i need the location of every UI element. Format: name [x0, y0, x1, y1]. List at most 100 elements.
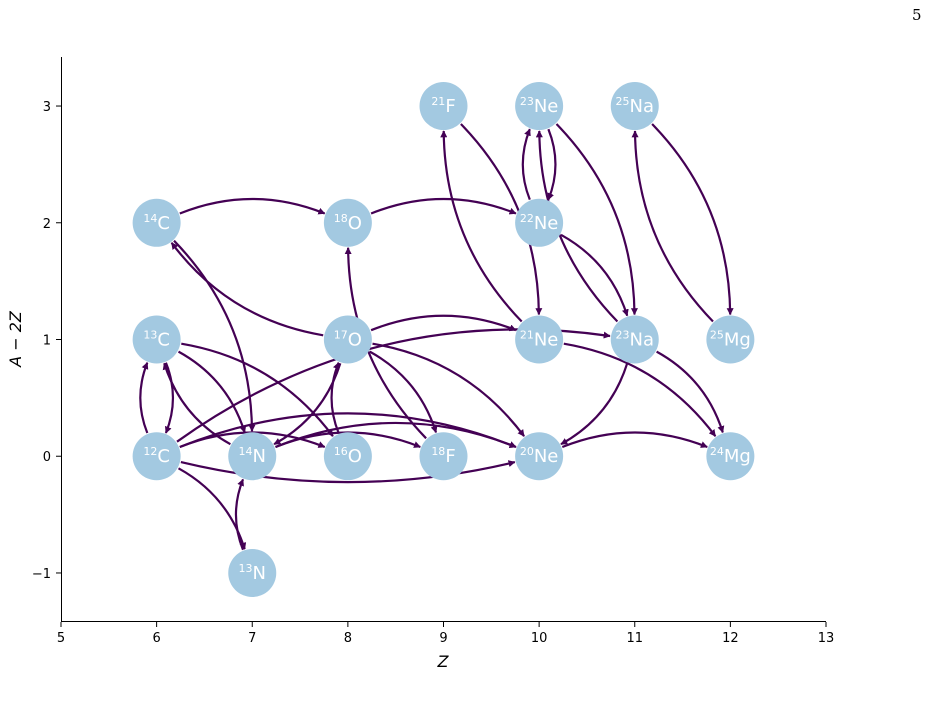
reaction-arrow-mg25-to-na25 [631, 130, 714, 323]
mass-number: 23 [520, 95, 534, 108]
y-tick-label: 1 [43, 334, 51, 349]
nuclide-label: 22Ne [520, 212, 559, 234]
element-symbol: Mg [724, 446, 751, 467]
mass-number: 18 [334, 212, 348, 225]
mass-number: 12 [143, 445, 157, 458]
reaction-arrow-n13-to-n14 [234, 478, 245, 551]
mass-number: 25 [710, 329, 724, 342]
nuclide-label: 12C [143, 445, 170, 467]
nuclide-node-ne21: 21Ne [515, 315, 564, 364]
nuclide-node-n14: 14N [228, 432, 277, 481]
mass-number: 13 [239, 562, 253, 575]
reaction-arrow-ne21-to-f21 [440, 130, 523, 323]
reaction-arrow-ne21-to-mg24 [563, 342, 717, 437]
nuclide-circle [132, 198, 181, 247]
element-symbol: F [445, 446, 455, 467]
nuclide-label: 18O [334, 212, 362, 234]
reaction-arrow-o17-to-n14 [273, 362, 342, 446]
x-tick-label: 11 [626, 631, 643, 646]
reaction-arrow-na23-to-mg24 [656, 350, 725, 434]
reaction-arrow-n14-to-ne20 [275, 421, 517, 449]
mass-number: 17 [334, 329, 348, 342]
nuclide-circle [419, 432, 468, 481]
nuclide-node-c13: 13C [132, 315, 181, 364]
reaction-arrow-c14-to-o18 [179, 197, 326, 215]
x-tick-label: 5 [57, 631, 65, 646]
nuclide-label: 20Ne [520, 445, 559, 467]
nuclide-circle [610, 315, 659, 364]
nuclide-label: 14C [143, 212, 170, 234]
nuclide-node-o18: 18O [323, 198, 372, 247]
nuclide-label: 25Na [616, 95, 655, 117]
nuclide-circle [515, 432, 564, 481]
x-tick-label: 13 [818, 631, 835, 646]
y-tick-label: 2 [43, 217, 51, 232]
nuclide-circle [515, 198, 564, 247]
nuclide-node-c14: 14C [132, 198, 181, 247]
reaction-arrow-o17-to-ne20 [372, 342, 525, 437]
nuclide-node-o16: 16O [323, 432, 372, 481]
nuclide-label: 18F [431, 445, 455, 467]
x-tick-label: 9 [439, 631, 447, 646]
x-axis-label: Z [437, 652, 450, 671]
nuclide-node-na25: 25Na [610, 82, 659, 131]
reaction-arrow-ne22-to-ne23 [521, 128, 531, 201]
nuclide-circle [132, 432, 181, 481]
reaction-arrow-o17-to-ne21 [370, 314, 517, 332]
nuclide-circle [610, 82, 659, 131]
reaction-arrow-c12-to-c13 [139, 362, 149, 434]
reaction-arrow-n14-to-c13 [162, 362, 231, 446]
element-symbol: Ne [534, 96, 559, 117]
element-symbol: O [348, 330, 362, 351]
mass-number: 14 [143, 212, 157, 225]
mass-number: 21 [431, 95, 445, 108]
element-symbol: Mg [724, 330, 751, 351]
nuclide-label: 17O [334, 329, 362, 351]
nuclide-label: 13C [143, 329, 170, 351]
nuclide-circle [419, 82, 468, 131]
nuclide-label: 23Na [616, 329, 655, 351]
nuclide-node-ne22: 22Ne [515, 198, 564, 247]
nuclide-circle [132, 315, 181, 364]
mass-number: 24 [710, 445, 724, 458]
reaction-arrow-c12-to-ne20 [180, 460, 516, 484]
reaction-arrow-ne23-to-ne22 [547, 128, 557, 201]
element-symbol: O [348, 213, 362, 234]
mass-number: 14 [239, 445, 253, 458]
mass-number: 18 [431, 445, 445, 458]
nuclide-circle [515, 82, 564, 131]
reaction-arrow-na23-to-ne20 [560, 362, 629, 446]
mass-number: 25 [616, 95, 630, 108]
element-symbol: F [445, 96, 455, 117]
nuclide-label: 21F [431, 95, 455, 117]
nuclide-node-f21: 21F [419, 82, 468, 131]
element-symbol: C [157, 213, 170, 234]
reaction-arrow-c13-to-n14 [177, 350, 247, 434]
nuclide-label: 16O [334, 445, 362, 467]
y-tick-label: −1 [32, 567, 51, 582]
x-tick-label: 10 [531, 631, 548, 646]
nuclide-node-ne20: 20Ne [515, 432, 564, 481]
nuclide-circle [228, 548, 277, 597]
nuclide-circle [323, 198, 372, 247]
nuclide-node-c12: 12C [132, 432, 181, 481]
reaction-arrow-o17-to-f18 [369, 350, 438, 434]
nuclide-label: 14N [239, 445, 266, 467]
page-number: 5 [912, 6, 922, 24]
nuclide-circle [323, 315, 372, 364]
y-ticks: −1 0 1 2 3 [32, 100, 61, 582]
x-tick-label: 8 [344, 631, 352, 646]
reaction-arrow-c13-to-o16 [181, 342, 334, 437]
mass-number: 23 [616, 329, 630, 342]
reaction-arrow-ne20-to-mg24 [561, 431, 708, 449]
element-symbol: Ne [534, 330, 559, 351]
reaction-arrow-na25-to-mg25 [651, 123, 734, 316]
element-symbol: N [253, 563, 266, 584]
element-symbol: Ne [534, 213, 559, 234]
nuclide-circle [228, 432, 277, 481]
mass-number: 21 [520, 329, 534, 342]
element-symbol: C [157, 446, 170, 467]
element-symbol: N [253, 446, 266, 467]
